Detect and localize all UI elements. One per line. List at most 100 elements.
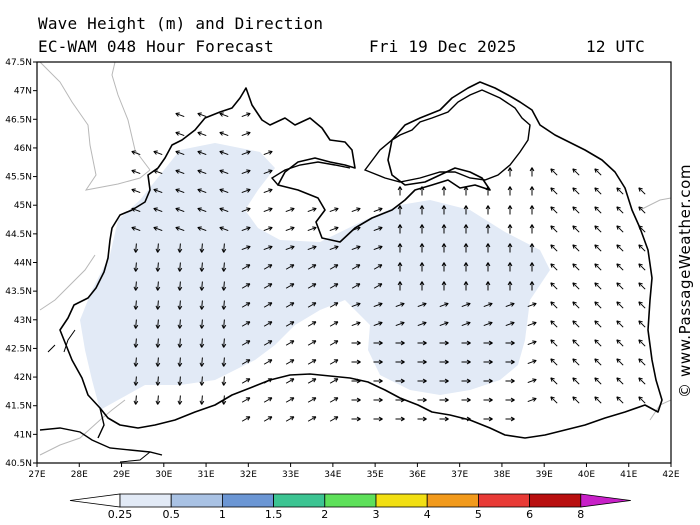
wave-direction-arrow bbox=[219, 112, 229, 118]
lat-label: 44N bbox=[14, 259, 32, 269]
wave-direction-arrow bbox=[263, 188, 273, 194]
wave-direction-arrow bbox=[199, 281, 205, 291]
wave-direction-arrow bbox=[197, 207, 207, 213]
wave-direction-arrow bbox=[351, 283, 361, 289]
lat-label: 42N bbox=[14, 373, 32, 383]
wave-direction-arrow bbox=[550, 339, 558, 347]
lat-label: 47.5N bbox=[5, 58, 32, 68]
wave-direction-arrow bbox=[329, 302, 339, 308]
wave-direction-arrow bbox=[177, 300, 183, 310]
lat-label: 44.5N bbox=[5, 230, 32, 240]
wave-direction-arrow bbox=[529, 205, 535, 215]
wave-direction-arrow bbox=[263, 378, 273, 384]
wave-direction-arrow bbox=[177, 338, 183, 348]
wave-direction-arrow bbox=[483, 397, 493, 403]
colorbar-bin bbox=[529, 493, 582, 508]
wave-direction-arrow bbox=[285, 264, 295, 270]
wave-direction-arrow bbox=[351, 207, 361, 213]
wave-direction-arrow bbox=[263, 302, 273, 308]
wave-direction-arrow bbox=[395, 416, 405, 422]
wave-direction-arrow bbox=[241, 169, 251, 175]
colorbar-label: 0.25 bbox=[107, 508, 133, 521]
colorbar-bin bbox=[221, 493, 274, 508]
wave-direction-arrow bbox=[351, 321, 361, 327]
wave-direction-arrow bbox=[351, 359, 361, 365]
wave-direction-arrow bbox=[395, 397, 405, 403]
wave-direction-arrow bbox=[177, 262, 183, 272]
wave-direction-arrow bbox=[373, 397, 383, 403]
wave-direction-arrow bbox=[572, 377, 580, 385]
wave-direction-arrow bbox=[507, 243, 513, 253]
wave-direction-arrow bbox=[397, 262, 403, 272]
wave-direction-arrow bbox=[461, 340, 471, 346]
wave-direction-arrow bbox=[199, 262, 205, 272]
wave-direction-arrow bbox=[594, 377, 602, 385]
wave-direction-arrow bbox=[463, 262, 469, 272]
lon-label: 33E bbox=[282, 470, 299, 480]
wave-direction-arrow bbox=[199, 395, 205, 405]
wave-direction-arrow bbox=[616, 263, 624, 271]
wave-direction-arrow bbox=[263, 150, 273, 156]
wave-direction-arrow bbox=[307, 416, 317, 422]
wave-direction-arrow bbox=[439, 340, 449, 346]
wave-direction-arrow bbox=[241, 150, 251, 156]
lat-label: 47N bbox=[14, 87, 32, 97]
wave-direction-arrow bbox=[616, 301, 624, 309]
wave-direction-arrow bbox=[351, 245, 361, 251]
wave-direction-arrow bbox=[527, 397, 537, 403]
wave-direction-arrow bbox=[197, 169, 207, 175]
wave-direction-arrow bbox=[638, 282, 646, 290]
wave-direction-arrow bbox=[175, 150, 185, 156]
wave-direction-arrow bbox=[133, 281, 139, 291]
wave-direction-arrow bbox=[199, 376, 205, 386]
lon-label: 41E bbox=[620, 470, 637, 480]
wave-direction-arrow bbox=[373, 340, 383, 346]
colorbar-label: 1 bbox=[218, 508, 226, 521]
wave-direction-arrow bbox=[417, 321, 427, 327]
wave-direction-arrow bbox=[483, 302, 493, 308]
wave-direction-arrow bbox=[463, 224, 469, 234]
lat-label: 41N bbox=[14, 430, 32, 440]
wave-direction-arrow bbox=[307, 226, 317, 232]
wave-direction-arrow bbox=[441, 224, 447, 234]
wave-direction-arrow bbox=[199, 357, 205, 367]
wave-direction-arrow bbox=[417, 378, 427, 384]
lat-label: 41.5N bbox=[5, 402, 32, 412]
wave-direction-arrow bbox=[485, 205, 491, 215]
wave-direction-arrow bbox=[219, 207, 229, 213]
wave-direction-arrow bbox=[199, 300, 205, 310]
wave-direction-arrow bbox=[175, 131, 185, 137]
wave-direction-arrow bbox=[285, 283, 295, 289]
wave-direction-arrow bbox=[241, 245, 251, 251]
wave-height-colorbar bbox=[69, 493, 631, 508]
wave-direction-arrow bbox=[419, 224, 425, 234]
wave-direction-arrow bbox=[461, 302, 471, 308]
wave-direction-arrow bbox=[221, 376, 227, 386]
colorbar-label: 8 bbox=[577, 508, 585, 521]
wave-direction-arrow bbox=[241, 188, 251, 194]
lon-label: 34E bbox=[324, 470, 341, 480]
wave-direction-arrow bbox=[461, 416, 471, 422]
wave-direction-arrow bbox=[219, 169, 229, 175]
wave-direction-arrow bbox=[221, 281, 227, 291]
wave-direction-arrow bbox=[307, 283, 317, 289]
wave-direction-arrow bbox=[155, 376, 161, 386]
wave-direction-arrow bbox=[638, 225, 646, 233]
lon-label: 42E bbox=[662, 470, 679, 480]
wave-direction-arrow bbox=[529, 281, 535, 291]
wave-direction-arrow bbox=[417, 416, 427, 422]
wave-direction-arrow bbox=[155, 243, 161, 253]
sea-of-azov-coast bbox=[363, 89, 531, 183]
wave-direction-arrow bbox=[199, 243, 205, 253]
wave-direction-arrow bbox=[133, 300, 139, 310]
wave-direction-arrow bbox=[550, 225, 558, 233]
wave-direction-arrow bbox=[483, 340, 493, 346]
model-label: EC-WAM 048 Hour Forecast bbox=[38, 37, 274, 56]
wave-direction-arrow bbox=[219, 150, 229, 156]
wave-direction-arrow bbox=[285, 397, 295, 403]
wave-direction-arrow bbox=[241, 226, 251, 232]
wave-direction-arrow bbox=[221, 243, 227, 253]
wave-direction-arrow bbox=[638, 339, 646, 347]
lat-label: 43.5N bbox=[5, 287, 32, 297]
wave-direction-arrow bbox=[594, 168, 602, 176]
